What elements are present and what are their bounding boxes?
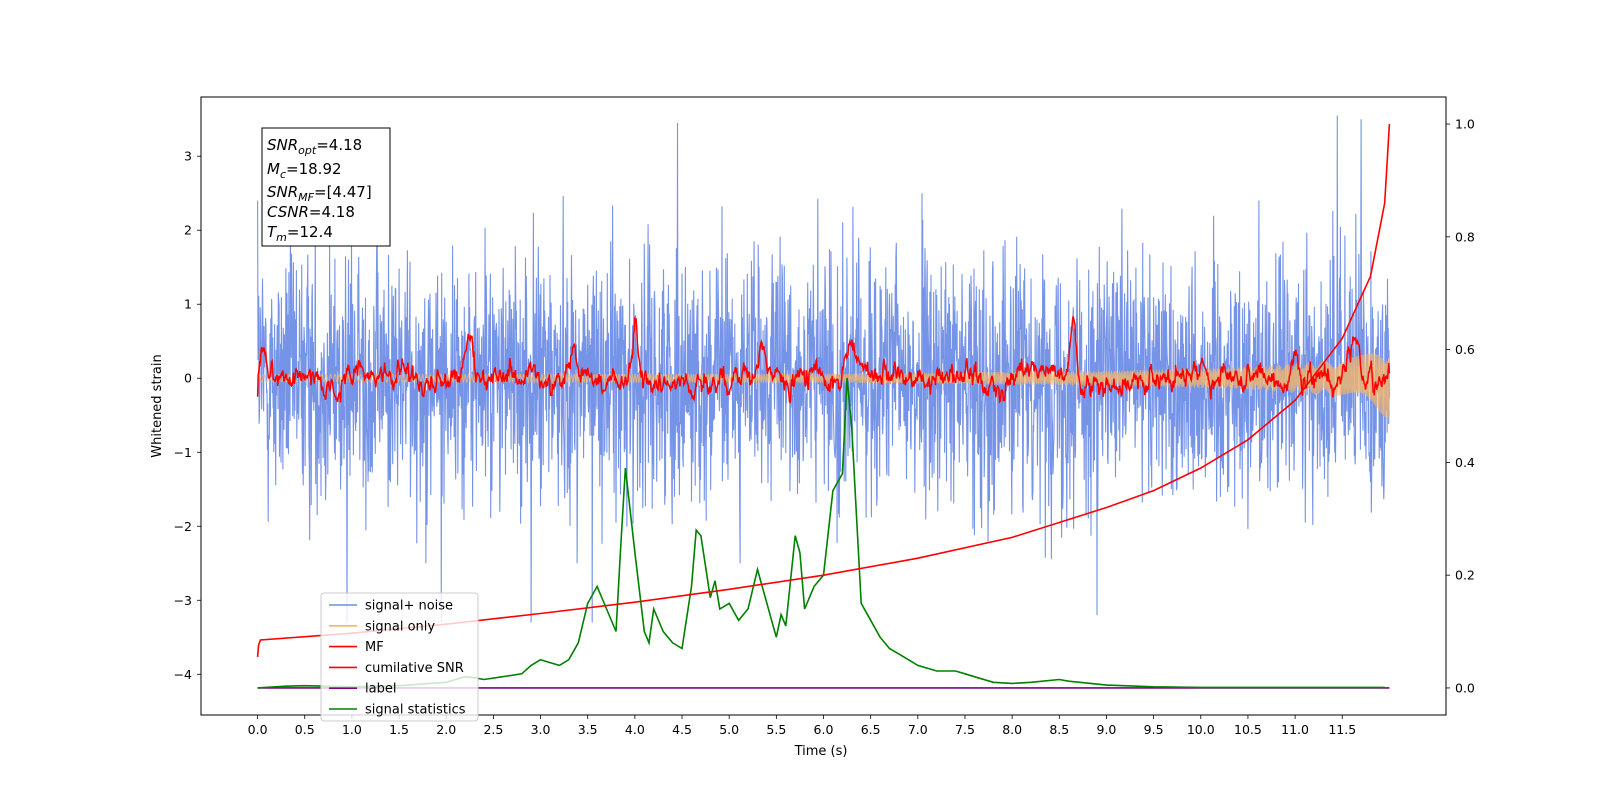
- y-tick-label: 3: [184, 149, 192, 164]
- legend-entry-label: label: [365, 682, 396, 697]
- x-tick-label: 6.0: [814, 722, 834, 737]
- x-tick-label: 11.5: [1328, 722, 1356, 737]
- x-axis: 0.0 0.5 1.0 1.5 2.0 2.5 3.0 3.5 4.0 4.5 5.0 5.5 6.0 6…: [248, 715, 1356, 737]
- x-tick-label: 3.5: [578, 722, 598, 737]
- legend-entry-label: MF: [365, 640, 384, 655]
- y2-tick-label: 1.0: [1455, 117, 1475, 132]
- y-axis-label: Whitened strain: [150, 354, 165, 457]
- y-axis: −4 −3 −2 −1 0 1 2 3: [174, 149, 201, 682]
- annotation-snr-opt: SNRopt=4.18: [267, 136, 362, 157]
- y2-tick-label: 0.0: [1455, 680, 1475, 695]
- y-tick-label: 1: [184, 297, 192, 312]
- x-tick-label: 4.5: [672, 722, 692, 737]
- legend-entry-label: cumilative SNR: [365, 661, 464, 676]
- x-tick-label: 5.5: [766, 722, 786, 737]
- annotation-csnr: CSNR=4.18: [267, 203, 355, 221]
- annotation-frame: [261, 127, 391, 247]
- x-tick-label: 2.5: [483, 722, 503, 737]
- x-tick-label: 10.5: [1234, 722, 1262, 737]
- y2-tick-label: 0.2: [1455, 568, 1475, 583]
- x-tick-label: 9.5: [1144, 722, 1164, 737]
- x-tick-label: 4.0: [625, 722, 645, 737]
- annotation-mc: Mc=18.92: [267, 160, 342, 181]
- series-signal-statistics-line: [257, 377, 1385, 689]
- x-tick-label: 3.0: [531, 722, 551, 737]
- annotation-box: SNRopt=4.18 Mc=18.92 SNRMF=[4.47] CSNR=4…: [261, 127, 391, 247]
- legend-entry-label: signal statistics: [365, 703, 466, 718]
- x-tick-label: 7.5: [955, 722, 975, 737]
- x-tick-label: 0.5: [295, 722, 315, 737]
- x-tick-label: 1.0: [342, 722, 362, 737]
- x-tick-label: 0.0: [248, 722, 268, 737]
- x-tick-label: 7.0: [908, 722, 928, 737]
- y2-tick-label: 0.8: [1455, 229, 1475, 244]
- legend-entries: signal+ noise signal only MF cumilative SNR…: [329, 599, 466, 718]
- legend-entry-label: signal+ noise: [365, 599, 453, 614]
- y-tick-label: −2: [174, 519, 192, 534]
- x-tick-label: 2.0: [436, 722, 456, 737]
- legend: signal+ noise signal only MF cumilative SNR…: [320, 592, 479, 722]
- x-axis-label: Time (s): [794, 744, 848, 759]
- x-tick-label: 8.0: [1002, 722, 1022, 737]
- series-mf-line: [256, 316, 1391, 404]
- legend-frame: [320, 592, 479, 722]
- x-tick-label: 11.0: [1281, 722, 1309, 737]
- x-tick-label: 8.5: [1049, 722, 1069, 737]
- y2-tick-label: 0.6: [1455, 342, 1475, 357]
- x-tick-label: 5.0: [719, 722, 739, 737]
- annotation-snr-mf: SNRMF=[4.47]: [267, 183, 372, 204]
- legend-entry-label: signal only: [365, 619, 435, 634]
- annotation-tm: Tm=12.4: [267, 223, 333, 244]
- series-signal-noise-line: [257, 115, 1390, 623]
- y2-tick-label: 0.4: [1455, 455, 1475, 470]
- x-tick-label: 1.5: [389, 722, 409, 737]
- y-tick-label: 2: [184, 223, 192, 238]
- y-tick-label: −1: [174, 445, 192, 460]
- y-tick-label: −3: [174, 593, 192, 608]
- y-tick-label: 0: [184, 371, 192, 386]
- x-tick-label: 9.0: [1097, 722, 1117, 737]
- x-tick-label: 6.5: [861, 722, 881, 737]
- y-tick-label: −4: [174, 667, 192, 682]
- x-tick-label: 10.0: [1187, 722, 1215, 737]
- y2-axis-right: 0.0 0.2 0.4 0.6 0.8 1.0: [1446, 117, 1475, 695]
